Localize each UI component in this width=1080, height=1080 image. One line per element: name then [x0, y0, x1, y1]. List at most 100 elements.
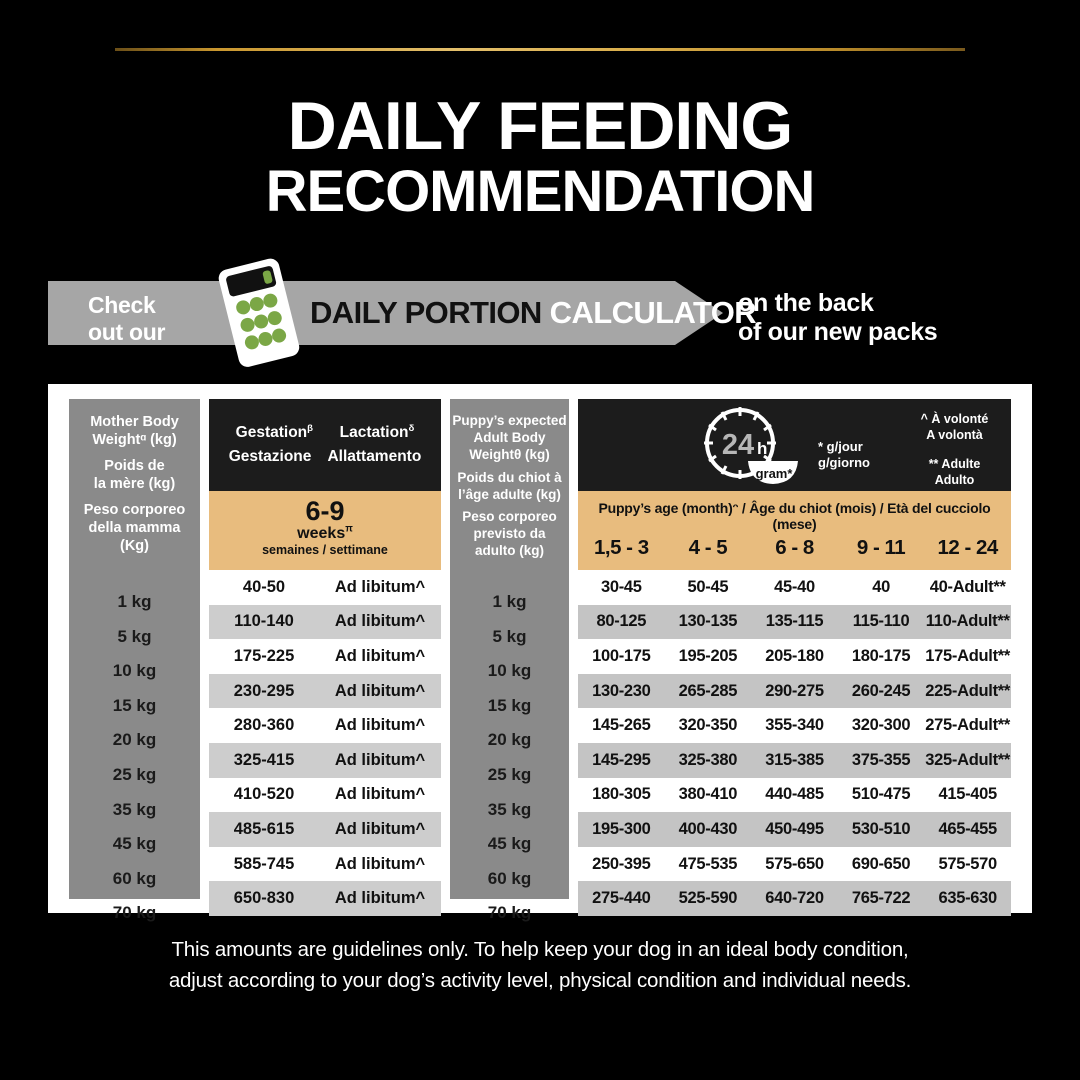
gestation-weeks-translations: semaines / settimane [262, 542, 388, 557]
mother-weight-values: 1 kg 5 kg 10 kg 15 kg 20 kg 25 kg 35 kg … [69, 585, 200, 931]
feeding-cell: 475-535 [678, 854, 738, 873]
puppy-adult-weight-column: Puppy’s expected Adult Body Weightθ (kg)… [450, 399, 569, 922]
lactation-cell: Ad libitum^ [334, 716, 426, 735]
gestation-cell: 650-830 [233, 889, 295, 908]
puppy-weight-cell: 35 kg [487, 799, 532, 819]
lactation-cell: Ad libitum^ [334, 612, 426, 631]
table-row: 280-360 Ad libitum^ [209, 708, 441, 743]
puppy-header-it: Peso corporeo previsto da adulto (kg) [462, 509, 557, 559]
feeding-cell: 355-340 [765, 716, 824, 735]
lactation-cell: Ad libitum^ [334, 785, 426, 804]
ad-libitum-legend-it: A volontà [926, 428, 983, 443]
table-row: 40-50 Ad libitum^ [209, 570, 441, 605]
table-row: 325-415 Ad libitum^ [209, 742, 441, 778]
gestation-cell: 410-520 [233, 785, 295, 804]
title-line-1: DAILY FEEDING [287, 88, 794, 164]
lactation-cell: Ad libitum^ [334, 681, 426, 700]
puppy-header-en: Puppy’s expected Adult Body Weightθ (kg) [452, 413, 567, 462]
feeding-cell: 130-135 [678, 612, 738, 631]
feeding-cell: 30-45 [600, 577, 642, 596]
feeding-cell: 635-630 [938, 889, 997, 908]
table-row: 250-395 475-535 575-650 690-650 575-570 [578, 846, 1011, 882]
banner-title: DAILY PORTION CALCULATOR [310, 295, 757, 331]
disclaimer-text: This amounts are guidelines only. To hel… [168, 938, 912, 992]
feeding-cell: 195-300 [592, 819, 651, 838]
on-the-back-label: on the back of our new packs [738, 289, 938, 346]
age-column-label: 12 - 24 [937, 536, 999, 559]
legend-notes: ^ À volonté A volontà ** Adulte Adulto [898, 411, 1011, 488]
feeding-cell: 510-475 [851, 785, 911, 804]
check-out-our-label: Check out our [88, 292, 166, 345]
feeding-cell: 325-380 [678, 750, 738, 769]
puppy-age-title: Puppy’s age (month)ᵔ / Âge du chiot (moi… [598, 500, 991, 532]
mother-weight-cell: 5 kg [117, 626, 152, 646]
clock-24h-icon: 24 h gram* [686, 403, 812, 489]
mother-header-fr: Poids de la mère (kg) [93, 457, 176, 493]
lactation-cell: Ad libitum^ [334, 750, 426, 769]
feeding-cell: 275-Adult** [925, 716, 1011, 735]
mother-header-en: Mother Body Weightᵅ (kg) [90, 414, 179, 449]
gestation-cell: 485-615 [233, 819, 295, 838]
table-row: 100-175 195-205 205-180 180-175 175-Adul… [578, 639, 1011, 674]
calculator-icon [203, 257, 313, 369]
gestation-lactation-header: Gestationβ Lactationδ Gestazione Allatta… [209, 399, 441, 491]
age-column-label: 9 - 11 [856, 536, 906, 559]
feeding-cell: 180-305 [592, 785, 651, 804]
feeding-cell: 175-Adult** [925, 646, 1011, 665]
calculator-banner[interactable]: Check out our DAILY PORTION CALCULATOR o… [48, 258, 1032, 367]
feeding-cell: 380-410 [678, 785, 738, 804]
puppy-weight-cell: 1 kg [492, 592, 527, 611]
mother-weight-cell: 10 kg [112, 661, 157, 681]
age-column-label: 4 - 5 [688, 536, 728, 559]
puppy-weight-cell: 45 kg [487, 834, 532, 854]
feeding-cell: 195-205 [678, 646, 738, 665]
mother-weight-cell: 35 kg [112, 799, 157, 819]
feeding-cell: 50-45 [687, 577, 729, 596]
age-column-label: 6 - 8 [775, 536, 814, 559]
lactation-cell: Ad libitum^ [334, 854, 426, 873]
mother-weight-cell: 70 kg [112, 903, 157, 923]
table-row: 130-230 265-285 290-275 260-245 225-Adul… [578, 673, 1011, 709]
feeding-cell: 315-385 [765, 750, 824, 769]
adult-legend-it: Adulto [934, 472, 975, 487]
feeding-cell: 765-722 [851, 889, 911, 908]
feeding-cell: 205-180 [765, 646, 824, 665]
feeding-cell: 530-510 [851, 819, 911, 838]
feeding-cell: 80-125 [596, 612, 647, 631]
feeding-cell: 525-590 [678, 889, 738, 908]
table-row: 275-440 525-590 640-720 765-722 635-630 [578, 881, 1011, 916]
mother-header-it: Peso corporeo della mamma (Kg) [83, 501, 186, 555]
puppy-weight-header: Puppy’s expected Adult Body Weightθ (kg)… [450, 399, 569, 560]
gestation-cell: 175-225 [233, 646, 295, 665]
puppy-weight-cell: 15 kg [487, 695, 532, 715]
feeding-amounts-header: 24 h gram* * g/jour g/giorno ^ À volonté… [578, 399, 1011, 491]
gestation-weeks-value: 6-9 [305, 496, 345, 526]
gestation-label-it: Gestazione [228, 447, 312, 465]
banner-title-light: CALCULATOR [549, 295, 757, 330]
feeding-cell: 180-175 [851, 646, 911, 665]
table-row: 585-745 Ad libitum^ [209, 846, 441, 882]
feeding-cell: 225-Adult** [925, 681, 1011, 700]
table-row: 180-305 380-410 440-485 510-475 415-405 [578, 777, 1011, 813]
gestation-cell: 110-140 [234, 612, 294, 631]
table-row: 110-140 Ad libitum^ [209, 604, 441, 640]
mother-weight-cell: 15 kg [112, 695, 157, 715]
feeding-cell: 145-265 [592, 716, 651, 735]
feeding-cell: 115-110 [852, 612, 910, 631]
feeding-cell: 45-40 [774, 577, 815, 596]
lactation-cell: Ad libitum^ [334, 577, 426, 596]
feeding-cell: 440-485 [765, 785, 824, 804]
puppy-header-fr: Poids du chiot à l’âge adulte (kg) [457, 469, 562, 502]
feeding-cell: 325-Adult** [925, 750, 1011, 769]
feeding-cell: 320-300 [851, 716, 911, 735]
mother-weight-cell: 25 kg [112, 764, 157, 784]
mother-weight-cell: 45 kg [112, 834, 157, 854]
banner-title-dark: DAILY PORTION [310, 295, 542, 330]
gestation-duration-subheader: 6-9 weeksπ semaines / settimane [209, 491, 441, 570]
table-row: 145-265 320-350 355-340 320-300 275-Adul… [578, 708, 1011, 743]
puppy-weight-cell: 60 kg [487, 868, 532, 888]
lactation-cell: Ad libitum^ [334, 646, 426, 665]
adult-legend: ** Adulte [928, 456, 981, 471]
feeding-cell: 690-650 [851, 854, 911, 873]
gestation-weeks-unit: weeksπ [297, 524, 353, 543]
